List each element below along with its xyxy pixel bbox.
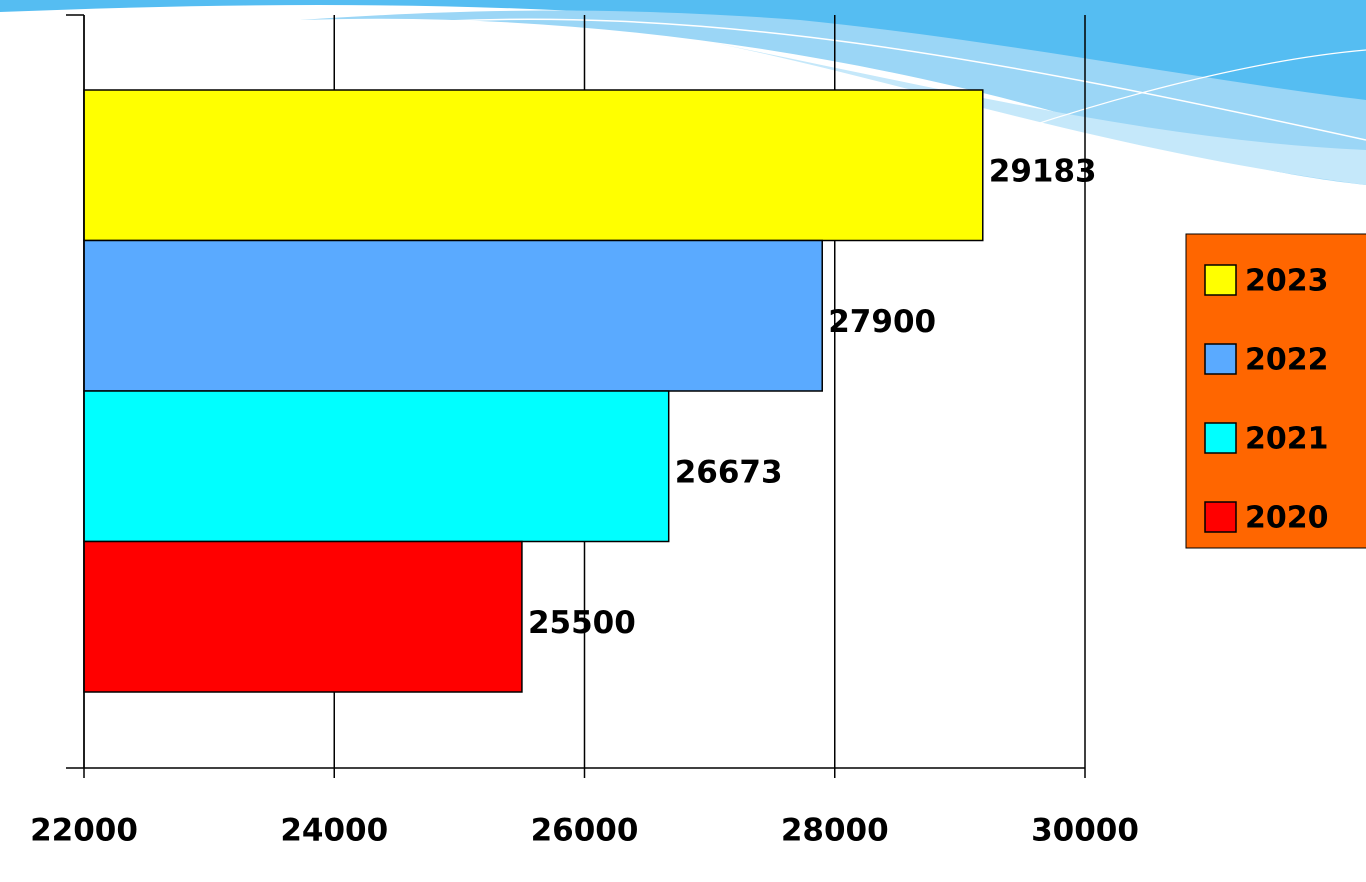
legend: 2023 2022 2021 2020 — [1185, 233, 1366, 549]
value-label: 29183 — [989, 153, 1097, 189]
value-label: 27900 — [828, 304, 936, 340]
legend-label: 2022 — [1245, 343, 1329, 378]
legend-label: 2021 — [1245, 422, 1329, 457]
value-label: 25500 — [528, 605, 636, 641]
x-tick-label: 28000 — [781, 813, 889, 849]
legend-swatch — [1204, 264, 1237, 296]
legend-swatch — [1204, 343, 1237, 375]
labels: 22000 24000 26000 28000 30000 29183 27900 26673… — [30, 153, 1139, 848]
legend-label: 2020 — [1245, 501, 1329, 536]
bar — [83, 390, 670, 543]
axes — [66, 14, 1085, 769]
legend-swatch — [1204, 501, 1237, 533]
x-tick-label: 26000 — [531, 813, 639, 849]
bar — [83, 89, 984, 242]
x-tick-label: 24000 — [280, 813, 388, 849]
legend-label: 2023 — [1245, 264, 1329, 299]
x-tick-label: 30000 — [1031, 813, 1139, 849]
bars — [83, 89, 984, 693]
legend-swatch — [1204, 422, 1237, 454]
bar — [83, 540, 523, 693]
bar — [83, 239, 823, 392]
value-label: 26673 — [675, 454, 783, 490]
x-tick-label: 22000 — [30, 813, 138, 849]
background-decoration — [0, 0, 1366, 185]
